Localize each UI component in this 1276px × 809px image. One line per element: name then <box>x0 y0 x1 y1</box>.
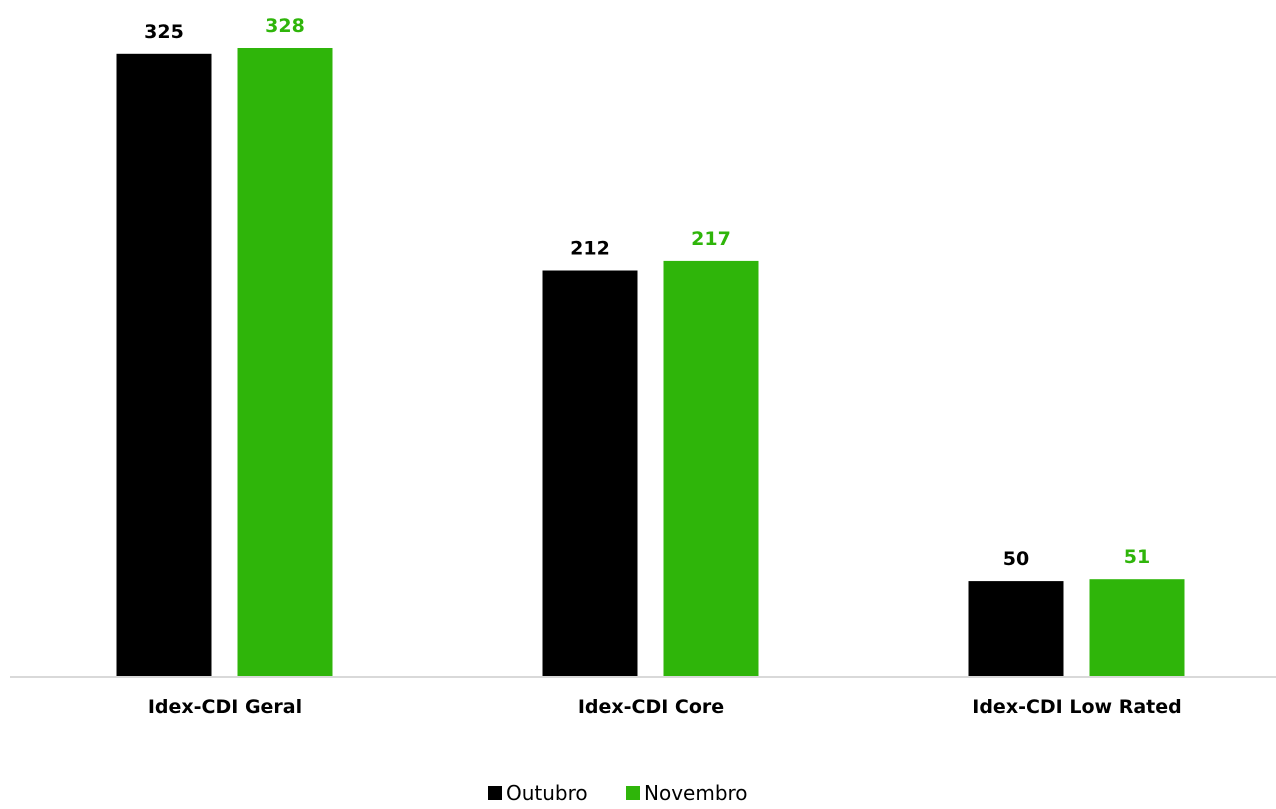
data-label-outubro-0: 325 <box>144 21 184 43</box>
legend: Outubro Novembro <box>488 781 748 805</box>
bar-outubro-2 <box>968 581 1064 677</box>
bar-novembro-0 <box>237 48 333 677</box>
bar-novembro-2 <box>1089 579 1185 677</box>
data-label-novembro-0: 328 <box>265 15 305 37</box>
legend-label-outubro: Outubro <box>506 781 588 805</box>
legend-swatch-novembro <box>626 786 640 800</box>
data-label-novembro-1: 217 <box>691 228 731 250</box>
data-labels-layer: 325 328 212 217 50 51 <box>144 15 1150 570</box>
bar-outubro-1 <box>542 270 638 677</box>
data-label-outubro-1: 212 <box>570 238 610 260</box>
legend-label-novembro: Novembro <box>644 781 748 805</box>
category-label-2: Idex-CDI Low Rated <box>972 696 1181 718</box>
bars-layer <box>116 48 1185 678</box>
category-label-0: Idex-CDI Geral <box>148 696 302 718</box>
category-label-1: Idex-CDI Core <box>578 696 724 718</box>
category-labels-layer: Idex-CDI Geral Idex-CDI Core Idex-CDI Low … <box>148 696 1182 718</box>
data-label-novembro-2: 51 <box>1124 546 1150 568</box>
bar-outubro-0 <box>116 53 212 678</box>
bar-novembro-1 <box>663 260 759 677</box>
legend-swatch-outubro <box>488 786 502 800</box>
data-label-outubro-2: 50 <box>1003 548 1029 570</box>
